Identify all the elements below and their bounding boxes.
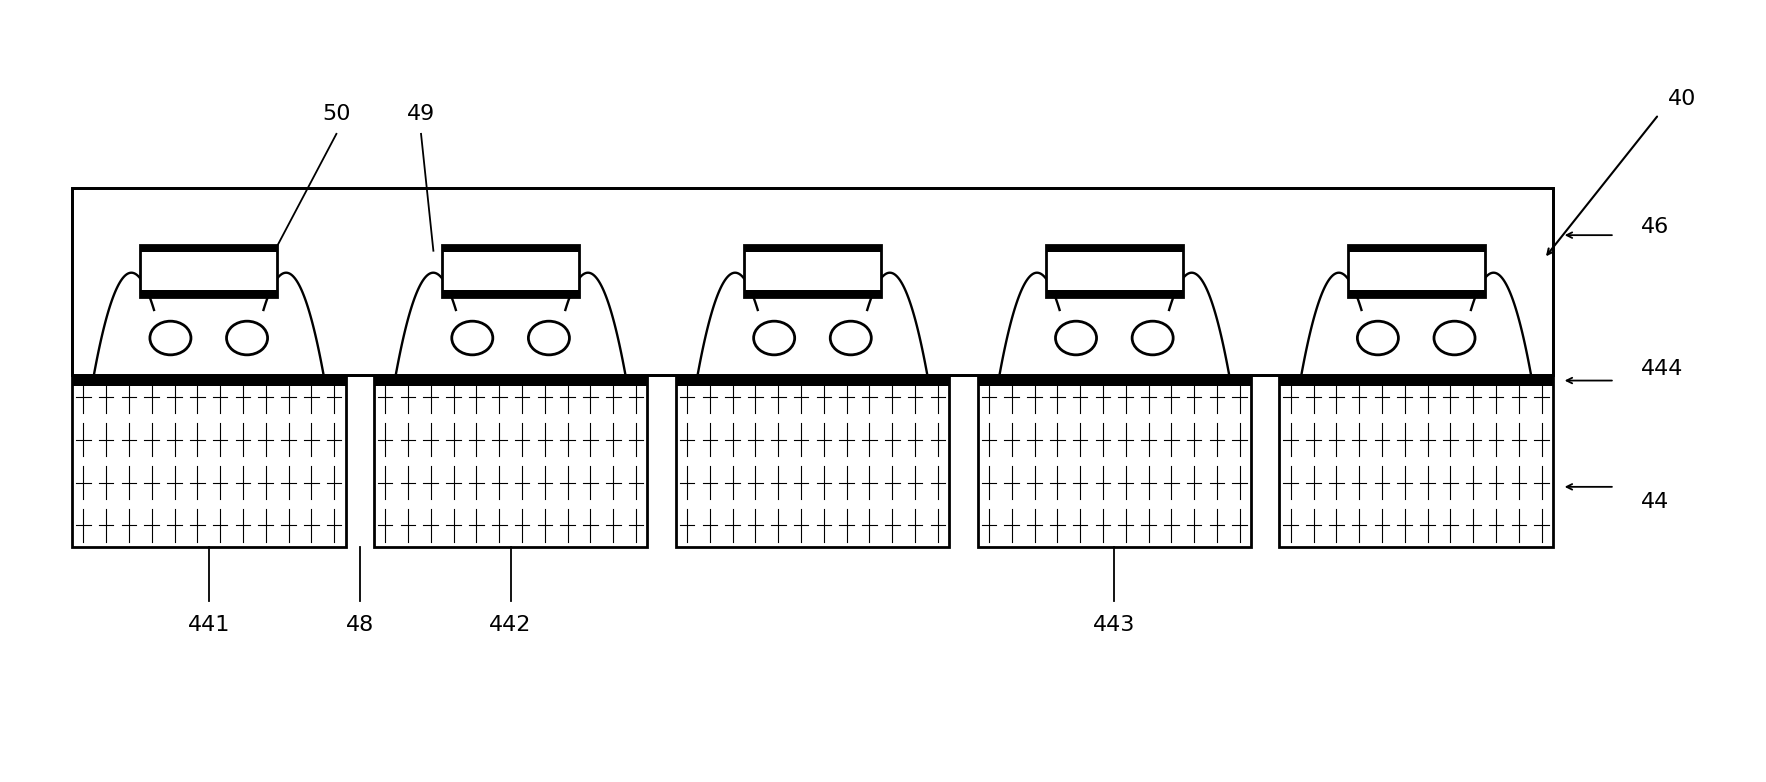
Bar (1279, 375, 1552, 547)
Bar (140, 290, 277, 297)
Bar (1347, 290, 1485, 297)
Text: 444: 444 (1641, 359, 1683, 378)
Ellipse shape (1434, 321, 1475, 355)
Bar (676, 375, 950, 547)
Ellipse shape (1056, 321, 1097, 355)
Bar (374, 375, 648, 547)
Bar (72, 375, 346, 386)
Bar (1045, 245, 1183, 297)
Ellipse shape (226, 321, 268, 355)
Text: 49: 49 (406, 104, 434, 124)
Ellipse shape (452, 321, 493, 355)
Bar (140, 245, 277, 253)
Ellipse shape (150, 321, 191, 355)
Bar (140, 245, 277, 297)
Text: 44: 44 (1641, 493, 1669, 512)
Ellipse shape (1358, 321, 1399, 355)
Ellipse shape (830, 321, 871, 355)
Bar (442, 245, 579, 253)
Bar (1279, 375, 1552, 386)
Bar (743, 290, 881, 297)
Bar (1045, 245, 1183, 253)
Bar (1045, 290, 1183, 297)
Bar (374, 375, 648, 386)
Text: 442: 442 (489, 615, 532, 635)
Bar (72, 375, 346, 547)
Bar (743, 245, 881, 297)
Text: 46: 46 (1641, 217, 1669, 238)
Bar (442, 245, 579, 297)
Bar (978, 375, 1250, 386)
Text: 50: 50 (321, 104, 351, 124)
Text: 441: 441 (187, 615, 230, 635)
Text: 40: 40 (1667, 89, 1695, 109)
Bar (72, 188, 1552, 375)
Ellipse shape (754, 321, 795, 355)
Bar (743, 245, 881, 253)
Bar (442, 290, 579, 297)
Bar (1347, 245, 1485, 253)
Text: 48: 48 (346, 615, 374, 635)
Ellipse shape (1132, 321, 1173, 355)
Bar (72, 188, 1552, 375)
Bar (1347, 245, 1485, 297)
Bar (978, 375, 1250, 547)
Bar (676, 375, 950, 386)
Text: 443: 443 (1093, 615, 1136, 635)
Ellipse shape (528, 321, 569, 355)
